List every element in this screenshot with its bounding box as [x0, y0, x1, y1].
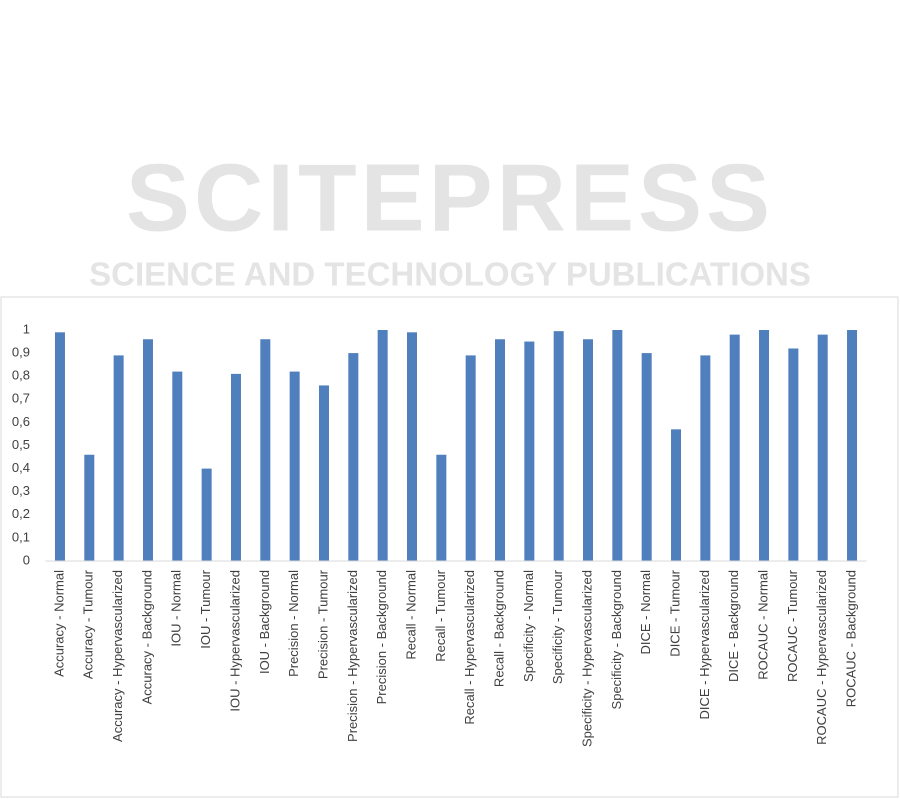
x-tick-label: DICE - Background — [726, 570, 741, 682]
x-tick-label: Accuracy - Normal — [51, 570, 66, 677]
x-tick-label: Specificity - Normal — [521, 570, 536, 682]
x-tick-label: ROCAUC - Tumour — [785, 569, 800, 682]
x-tick-label: DICE - Tumour — [667, 569, 682, 656]
bar — [729, 334, 740, 561]
x-tick-label: Specificity - Hypervascularized — [579, 570, 594, 747]
bar — [495, 339, 506, 561]
bar — [583, 339, 594, 561]
bar — [84, 454, 95, 561]
x-tick-label: Accuracy - Hypervascularized — [110, 570, 125, 742]
x-tick-label: ROCAUC - Hypervascularized — [814, 570, 829, 745]
x-tick-label: Recall - Tumour — [433, 569, 448, 661]
x-tick-label: DICE - Normal — [638, 570, 653, 655]
x-tick-label: Accuracy - Tumour — [81, 569, 96, 679]
bar — [289, 371, 300, 561]
bar — [700, 355, 711, 561]
bar — [406, 332, 417, 561]
bar — [524, 341, 535, 561]
y-tick-label: 0,9 — [12, 345, 30, 360]
x-tick-label: Precision - Normal — [286, 570, 301, 677]
bar — [201, 468, 212, 561]
y-tick-label: 0,7 — [12, 391, 30, 406]
bar — [318, 385, 329, 561]
y-tick-label: 0,4 — [12, 460, 30, 475]
bar — [230, 373, 241, 561]
bar — [260, 339, 271, 561]
chart-frame — [0, 296, 899, 798]
bar — [465, 355, 476, 561]
bar — [436, 454, 447, 561]
watermark-title: SCITEPRESS — [126, 144, 774, 251]
x-tick-label: Recall - Normal — [403, 570, 418, 660]
y-tick-label: 1 — [23, 321, 30, 336]
bar — [142, 339, 153, 561]
bar — [54, 332, 65, 561]
bar — [641, 353, 652, 561]
x-tick-label: IOU - Background — [257, 570, 272, 674]
bar — [612, 330, 623, 561]
x-tick-label: Specificity - Background — [609, 570, 624, 709]
x-tick-label: Accuracy - Background — [139, 570, 154, 704]
x-tick-label: Recall - Background — [491, 570, 506, 687]
y-tick-label: 0,8 — [12, 368, 30, 383]
bar — [172, 371, 183, 561]
bar — [759, 330, 770, 561]
y-tick-label: 0,2 — [12, 506, 30, 521]
x-tick-label: DICE - Hypervascularized — [697, 570, 712, 720]
bar — [671, 429, 682, 561]
x-tick-label: ROCAUC - Normal — [755, 570, 770, 680]
bar — [348, 353, 359, 561]
bar — [817, 334, 828, 561]
y-tick-label: 0,1 — [12, 529, 30, 544]
y-tick-label: 0,6 — [12, 414, 30, 429]
x-tick-label: Precision - Background — [374, 570, 389, 704]
x-tick-label: ROCAUC - Background — [843, 570, 858, 707]
y-tick-label: 0,5 — [12, 437, 30, 452]
x-tick-label: Precision - Hypervascularized — [345, 570, 360, 742]
x-tick-label: IOU - Tumour — [198, 569, 213, 648]
bar — [377, 330, 388, 561]
x-tick-label: Precision - Tumour — [315, 569, 330, 679]
bar — [113, 355, 124, 561]
x-tick-label: IOU - Normal — [169, 570, 184, 647]
bar — [553, 331, 564, 561]
x-tick-label: Specificity - Tumour — [550, 569, 565, 684]
bar — [847, 330, 858, 561]
x-tick-label: IOU - Hypervascularized — [227, 570, 242, 712]
watermark-subtitle: SCIENCE AND TECHNOLOGY PUBLICATIONS — [89, 256, 811, 293]
bar — [788, 348, 799, 561]
y-tick-label: 0 — [23, 552, 30, 567]
x-tick-label: Recall - Hypervascularized — [462, 570, 477, 725]
y-tick-label: 0,3 — [12, 483, 30, 498]
